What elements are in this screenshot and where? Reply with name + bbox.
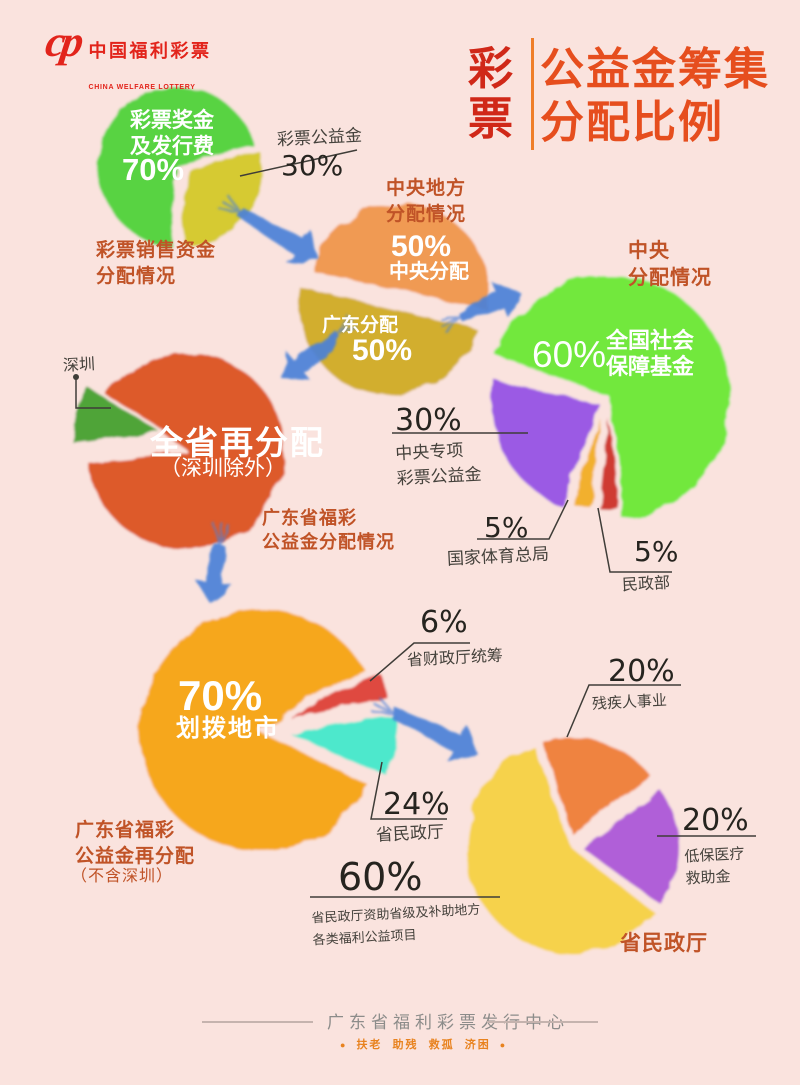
pie-province-slice-0	[85, 349, 288, 553]
flow-arrow-2	[283, 315, 359, 382]
pie3-special-fund-label: 中央专项 彩票公益金	[394, 440, 483, 488]
connector-line-6	[370, 761, 447, 820]
pie6-projects-pct: 60%	[338, 855, 423, 899]
pie-sales	[95, 84, 266, 250]
connector-line-0	[239, 149, 358, 177]
connector-dot-4	[73, 374, 79, 380]
issuer-name: 广东省福利彩票发行中心	[327, 1013, 569, 1032]
pie-civil-affairs	[463, 734, 683, 957]
connector-line-2	[477, 499, 569, 540]
pie2-central-label: 中央分配	[389, 261, 469, 283]
pie-central-local-slice-1	[296, 284, 481, 398]
pie6-projects-label: 省民政厅资助省级及补助地方 各类福利公益项目	[311, 901, 481, 948]
pie4-caption: 广东省福彩 公益金分配情况	[262, 508, 395, 553]
pie-redistribution-slice-0	[136, 606, 372, 854]
logo-name-en: CHINA WELFARE LOTTERY	[88, 83, 196, 91]
pie5-finance-pct: 6%	[420, 605, 468, 640]
pie-sales-slice-0	[95, 84, 259, 250]
pie6-caption: 省民政厅	[620, 932, 708, 955]
page-title-line2: 分配比例	[540, 98, 724, 147]
flow-arrow-1	[439, 282, 519, 334]
pie6-medical-pct: 20%	[682, 803, 749, 838]
pie-central	[488, 272, 735, 523]
flow-arrow-3	[194, 524, 233, 603]
pie-central-slice-2	[567, 404, 607, 511]
pie6-medical-label: 低保医疗 救助金	[684, 846, 745, 888]
pie5-cities-pct: 70%	[178, 672, 263, 719]
pie3-sport-pct: 5%	[484, 511, 529, 544]
pie2-guangdong-label: 广东分配	[322, 315, 399, 336]
connector-line-3	[597, 507, 672, 573]
pie-civil-affairs-slice-2	[578, 787, 683, 909]
pie1-caption: 彩票销售资金 分配情况	[96, 240, 217, 287]
pie5-cities-label: 划拨地市	[176, 715, 280, 742]
connector-line-8	[566, 684, 681, 738]
page-title-vertical: 彩票	[468, 43, 514, 145]
pie1-slice70-pct: 70%	[122, 152, 185, 187]
flow-arrow-0	[219, 194, 318, 265]
pie4-shenzhen-label: 深圳	[62, 356, 96, 375]
pie3-caption: 中央 分配情况	[628, 240, 712, 289]
pie5-civil-pct: 24%	[383, 787, 450, 822]
pie3-civil-label: 民政部	[621, 574, 671, 595]
pie5-civil-label: 省民政厅	[375, 822, 445, 845]
logo-name-cn: 中国福利彩票	[88, 41, 212, 61]
pie3-special-fund-pct: 30%	[395, 403, 462, 438]
pie2-guangdong-pct: 50%	[352, 334, 413, 367]
pie4-center-sub: （深圳除外）	[160, 457, 286, 480]
pie-central-slice-0	[491, 272, 735, 523]
pie3-civil-pct: 5%	[634, 535, 679, 568]
china-welfare-lottery-logo: cp 中国福利彩票 CHINA WELFARE LOTTERY	[42, 17, 212, 113]
pie6-disabled-label: 残疾人事业	[591, 693, 668, 713]
pie2-central-pct: 50%	[391, 230, 452, 263]
pie2-caption: 中央地方 分配情况	[386, 178, 467, 225]
pie-province-slice-1	[70, 382, 166, 448]
pie6-disabled-pct: 20%	[608, 654, 675, 689]
pie3-social-security-pct: 60%	[532, 334, 607, 375]
flow-arrow-4	[370, 695, 477, 763]
pie-central-slice-1	[488, 376, 604, 510]
pie-sales-slice-1	[180, 148, 266, 248]
pie-civil-affairs-slice-1	[539, 734, 654, 839]
pie-redistribution-slice-1	[278, 667, 392, 724]
pie4-center-label: 全省再分配	[150, 424, 325, 461]
connector-line-5	[369, 642, 470, 682]
pie-redistribution	[136, 606, 400, 854]
connector-line-4	[75, 377, 111, 409]
pie-central-local	[296, 201, 493, 398]
pie5-caption: 广东省福彩 公益金再分配	[75, 820, 196, 867]
footer-rule-right	[487, 1021, 598, 1023]
pie-province	[70, 349, 288, 553]
welfare-motto: 扶老 助残 救孤 济困	[340, 1039, 507, 1053]
lottery-logo-icon: cp	[42, 17, 84, 66]
pie1-slice70-label: 彩票奖金 及发行费	[130, 109, 214, 159]
footer-rule-left	[202, 1021, 313, 1023]
pie5-caption-sub: （不含深圳）	[71, 868, 174, 885]
page-title-line1: 公益金筹集	[540, 45, 770, 94]
pie3-social-security-label: 全国社会 保障基金	[606, 328, 695, 380]
pie-civil-affairs-slice-0	[463, 744, 660, 957]
pie-central-local-slice-0	[308, 201, 493, 315]
pie1-slice30-pct: 30%	[281, 149, 344, 182]
title-divider	[531, 38, 534, 150]
